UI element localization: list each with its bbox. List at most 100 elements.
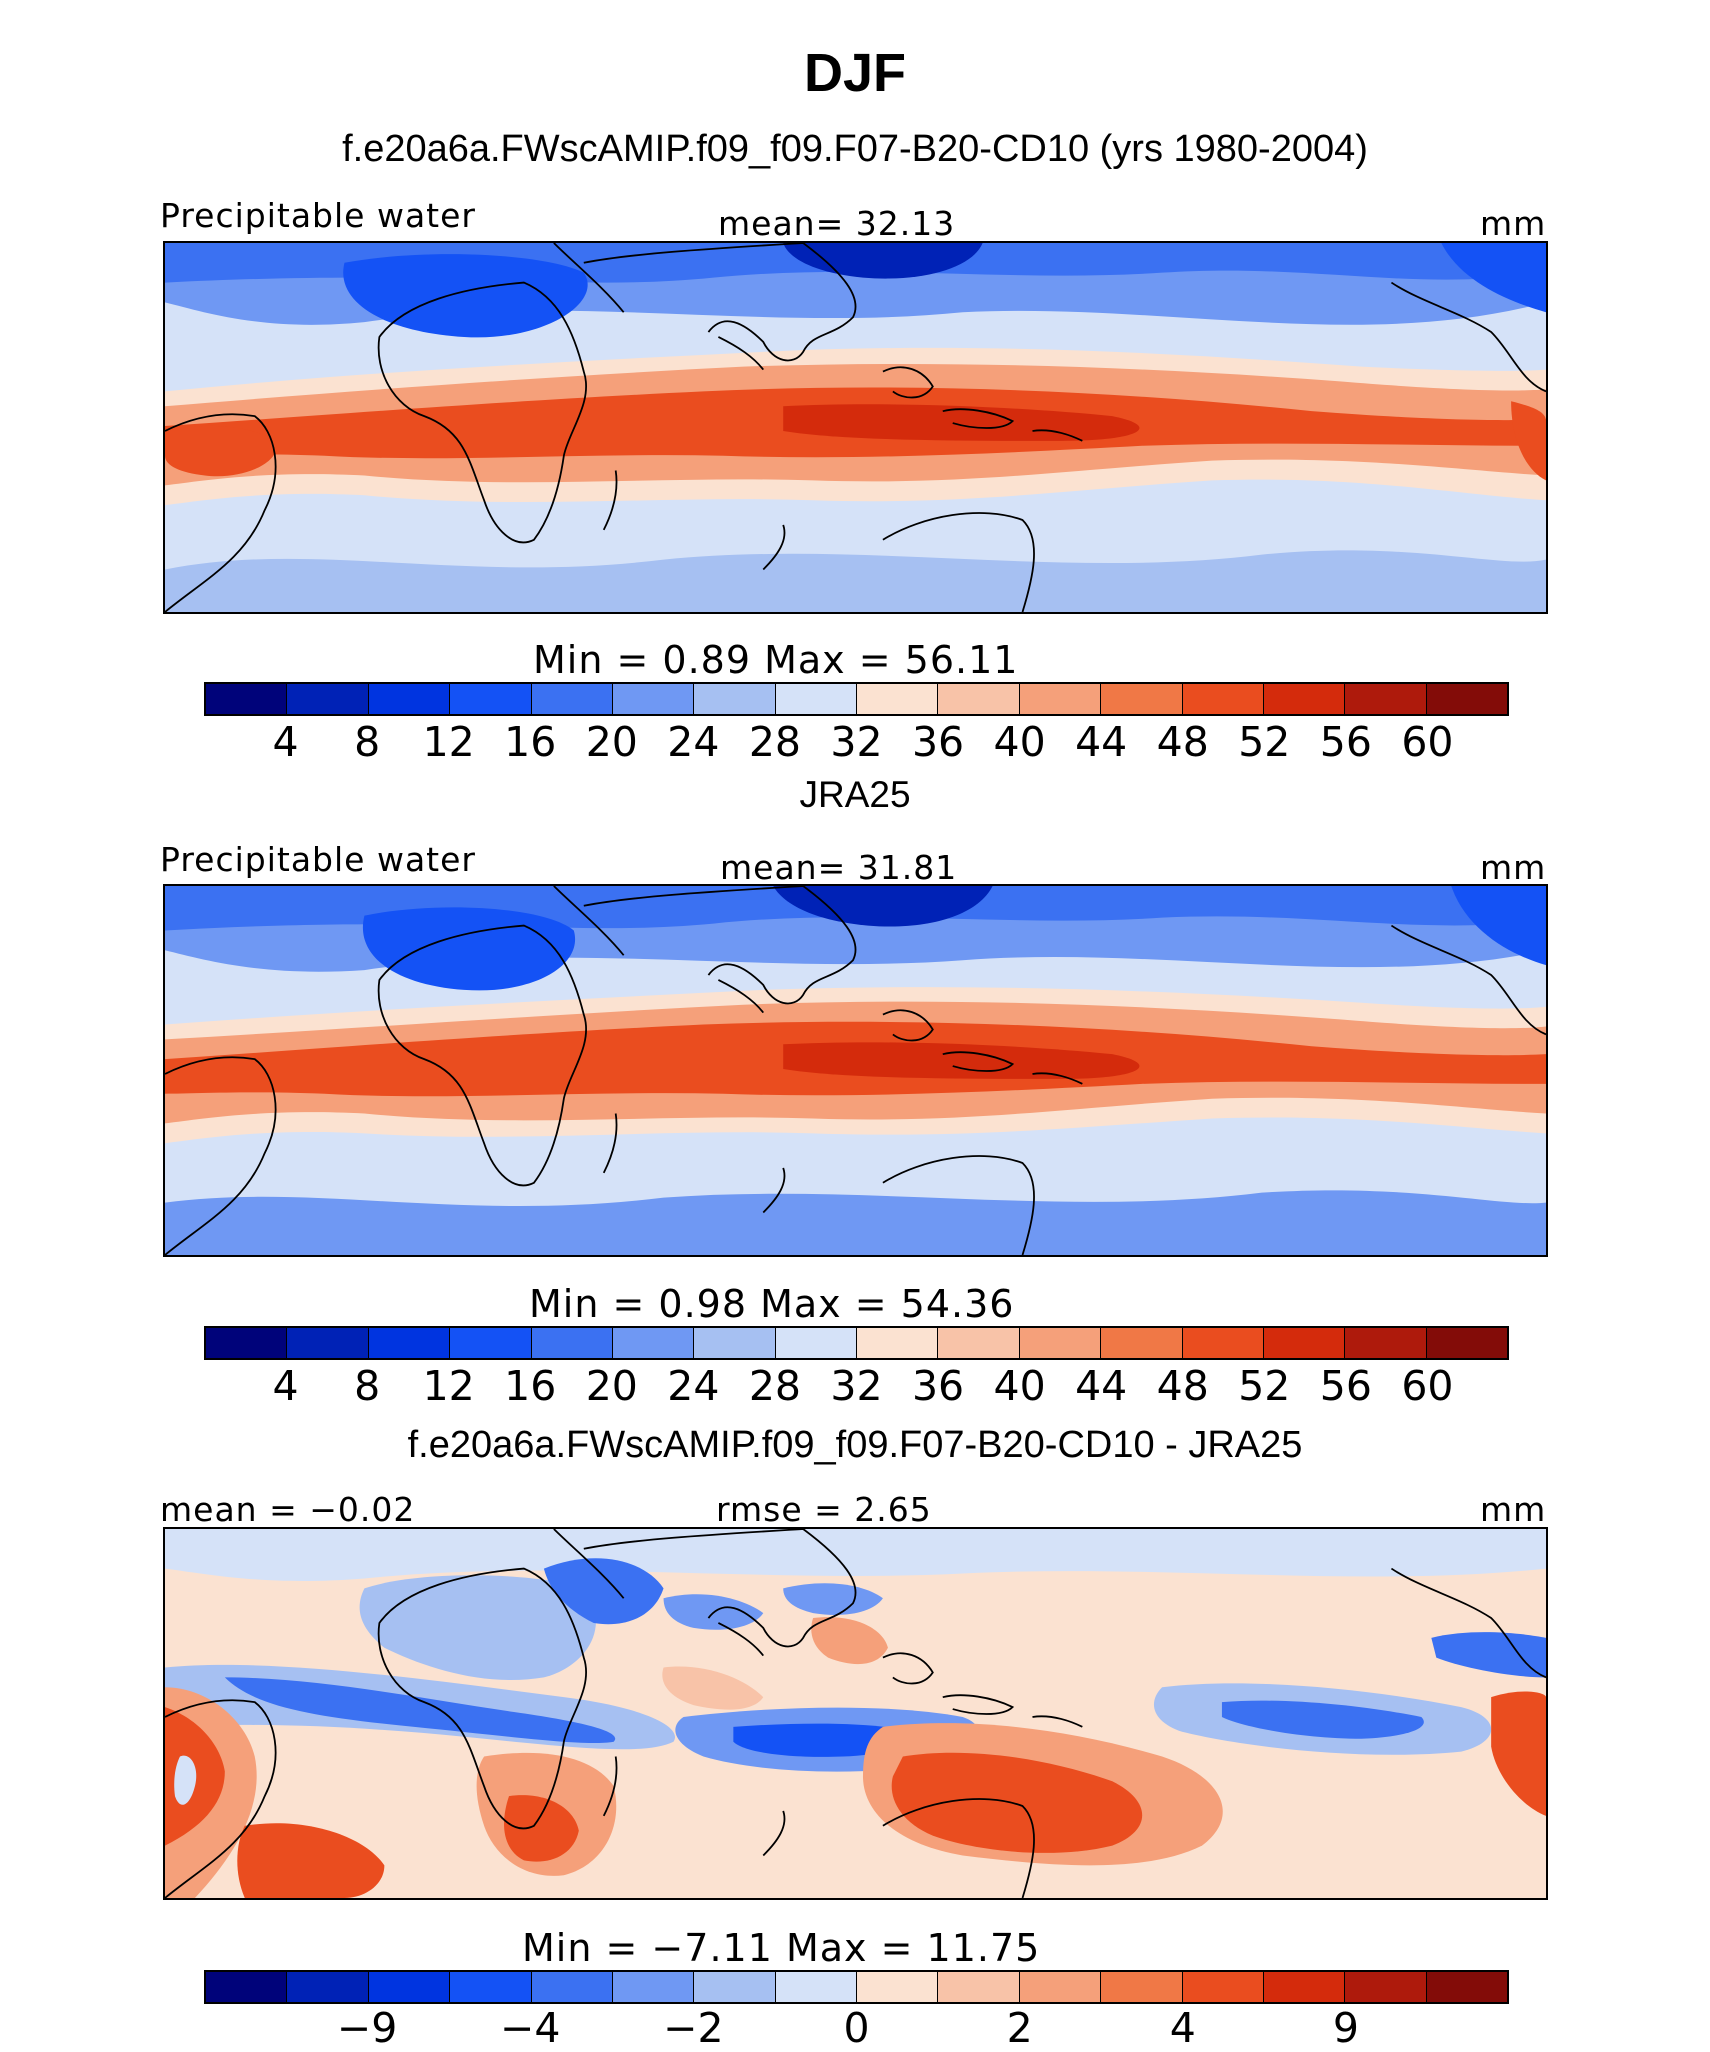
colorbar-swatch xyxy=(857,684,939,714)
panel-1-map xyxy=(163,241,1548,614)
colorbar-swatch xyxy=(368,684,451,714)
colorbar-swatch xyxy=(1426,1328,1507,1358)
colorbar-swatch xyxy=(694,1972,776,2002)
colorbar-swatch xyxy=(1182,684,1264,714)
colorbar-tick-label: 40 xyxy=(993,718,1046,766)
panel-3-map xyxy=(163,1527,1548,1900)
panel-1-title: f.e20a6a.FWscAMIP.f09_f09.F07-B20-CD10 (… xyxy=(342,128,1368,170)
colorbar-tick-label: 36 xyxy=(911,718,965,766)
colorbar-swatch xyxy=(1345,1328,1427,1358)
colorbar-swatch xyxy=(450,1972,532,2002)
panel-1-colorbar xyxy=(204,682,1509,716)
colorbar-tick-label: 52 xyxy=(1238,1362,1291,1410)
colorbar-swatch xyxy=(612,1972,695,2002)
colorbar-swatch xyxy=(612,1328,695,1358)
panel-2-units-label: mm xyxy=(1480,848,1547,887)
colorbar-swatch xyxy=(1263,1972,1346,2002)
colorbar-tick-label: 60 xyxy=(1401,1362,1454,1410)
colorbar-tick-label: 48 xyxy=(1156,1362,1209,1410)
panel-2-title: JRA25 xyxy=(799,774,911,815)
colorbar-swatch xyxy=(938,1972,1020,2002)
colorbar-tick-label: 32 xyxy=(830,718,883,766)
panel-3-mean-label: mean = −0.02 xyxy=(160,1490,416,1529)
colorbar-tick-label: 24 xyxy=(667,1362,720,1410)
panel-3-rmse-label: rmse = 2.65 xyxy=(716,1490,932,1529)
colorbar-tick-label: 4 xyxy=(272,718,299,766)
colorbar-tick-label: 16 xyxy=(504,718,557,766)
colorbar-tick-label: 8 xyxy=(354,718,381,766)
colorbar-tick-label: 9 xyxy=(1332,2004,1359,2052)
colorbar-swatch xyxy=(1182,1328,1264,1358)
colorbar-swatch xyxy=(206,1328,288,1358)
colorbar-swatch xyxy=(1426,684,1507,714)
colorbar-swatch xyxy=(938,684,1020,714)
colorbar-tick-label: −2 xyxy=(663,2004,724,2052)
colorbar-tick-label: −4 xyxy=(500,2004,561,2052)
panel-2-mean-label: mean= 31.81 xyxy=(720,848,958,887)
panel-3-colorbar xyxy=(204,1970,1509,2004)
colorbar-tick-label: 28 xyxy=(748,1362,802,1410)
colorbar-tick-label: −9 xyxy=(336,2004,398,2052)
colorbar-swatch xyxy=(1345,1972,1427,2002)
colorbar-swatch xyxy=(1426,1972,1507,2002)
colorbar-swatch xyxy=(1019,1972,1102,2002)
colorbar-swatch xyxy=(857,1972,939,2002)
colorbar-tick-label: 60 xyxy=(1401,718,1454,766)
colorbar-tick-label: 56 xyxy=(1319,1362,1372,1410)
colorbar-swatch xyxy=(1101,1328,1183,1358)
panel-2-map xyxy=(163,884,1548,1257)
colorbar-swatch xyxy=(1101,1972,1183,2002)
colorbar-tick-label: 32 xyxy=(830,1362,883,1410)
colorbar-swatch xyxy=(287,1972,369,2002)
colorbar-swatch xyxy=(368,1972,451,2002)
colorbar-swatch xyxy=(1263,684,1346,714)
colorbar-swatch xyxy=(206,684,288,714)
colorbar-tick-label: 40 xyxy=(993,1362,1046,1410)
colorbar-swatch xyxy=(938,1328,1020,1358)
colorbar-swatch xyxy=(531,1972,613,2002)
colorbar-tick-label: 20 xyxy=(585,1362,638,1410)
colorbar-swatch xyxy=(1101,684,1183,714)
colorbar-tick-label: 28 xyxy=(748,718,802,766)
colorbar-tick-label: 48 xyxy=(1156,718,1209,766)
colorbar-swatch xyxy=(857,1328,939,1358)
panel-1-units-label: mm xyxy=(1480,204,1547,243)
panel-1-variable-label: Precipitable water xyxy=(160,196,476,235)
colorbar-swatch xyxy=(450,1328,532,1358)
colorbar-tick-label: 44 xyxy=(1075,1362,1128,1410)
panel-2-variable-label: Precipitable water xyxy=(160,840,476,879)
colorbar-swatch xyxy=(775,684,857,714)
colorbar-tick-label: 12 xyxy=(422,718,475,766)
colorbar-swatch xyxy=(1182,1972,1264,2002)
colorbar-swatch xyxy=(612,684,695,714)
colorbar-swatch xyxy=(368,1328,451,1358)
colorbar-swatch xyxy=(531,684,613,714)
colorbar-tick-label: 56 xyxy=(1319,718,1372,766)
colorbar-swatch xyxy=(694,1328,776,1358)
colorbar-swatch xyxy=(287,684,369,714)
colorbar-swatch xyxy=(1345,684,1427,714)
colorbar-swatch xyxy=(1019,684,1102,714)
colorbar-tick-label: 2 xyxy=(1006,2004,1033,2052)
colorbar-swatch xyxy=(775,1328,857,1358)
panel-3-minmax-label: Min = −7.11 Max = 11.75 xyxy=(522,1926,1041,1970)
colorbar-swatch xyxy=(1263,1328,1346,1358)
colorbar-swatch xyxy=(287,1328,369,1358)
colorbar-tick-label: 44 xyxy=(1075,718,1128,766)
colorbar-swatch xyxy=(531,1328,613,1358)
panel-1-mean-label: mean= 32.13 xyxy=(718,204,956,243)
colorbar-tick-label: 52 xyxy=(1238,718,1291,766)
colorbar-swatch xyxy=(1019,1328,1102,1358)
colorbar-tick-label: 4 xyxy=(272,1362,299,1410)
figure-title: DJF xyxy=(803,43,906,103)
colorbar-tick-label: 12 xyxy=(422,1362,475,1410)
colorbar-tick-label: 0 xyxy=(843,2004,870,2052)
colorbar-tick-label: 8 xyxy=(354,1362,381,1410)
colorbar-tick-label: 24 xyxy=(667,718,720,766)
colorbar-swatch xyxy=(206,1972,288,2002)
colorbar-swatch xyxy=(775,1972,857,2002)
colorbar-tick-label: 36 xyxy=(911,1362,965,1410)
panel-3-title: f.e20a6a.FWscAMIP.f09_f09.F07-B20-CD10 -… xyxy=(407,1424,1303,1466)
panel-1-minmax-label: Min = 0.89 Max = 56.11 xyxy=(533,638,1019,682)
panel-3-units-label: mm xyxy=(1480,1490,1547,1529)
